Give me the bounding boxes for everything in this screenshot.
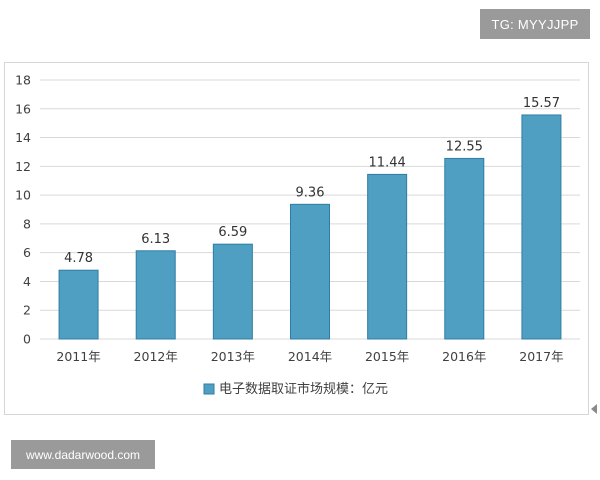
y-tick-label: 8 <box>23 216 31 231</box>
data-label: 15.57 <box>523 96 560 111</box>
bar <box>135 250 176 340</box>
bar <box>212 243 253 340</box>
chart-frame: 0 2 4 6 8 10 12 14 16 18 4.78 2011年 6.13 2012年 6.59 201… <box>4 62 589 415</box>
x-tick-label: 2014年 <box>288 349 332 364</box>
watermark-top-text: TG: MYYJJPP <box>491 16 579 32</box>
watermark-bottom-badge: www.dadarwood.com <box>11 440 155 469</box>
watermark-top-badge: TG: MYYJJPP <box>480 9 590 39</box>
x-tick-label: 2012年 <box>134 349 178 364</box>
data-label: 6.13 <box>141 232 170 247</box>
bar <box>290 203 330 340</box>
x-tick-label: 2017年 <box>519 349 563 364</box>
y-tick-label: 10 <box>15 188 31 203</box>
y-tick-label: 2 <box>23 303 31 318</box>
y-tick-label: 12 <box>15 159 31 174</box>
y-tick-label: 0 <box>23 332 31 347</box>
y-tick-label: 18 <box>15 73 31 88</box>
bar <box>367 173 408 340</box>
x-tick-label: 2011年 <box>56 349 100 364</box>
data-label: 6.59 <box>218 225 247 240</box>
watermark-bottom-text: www.dadarwood.com <box>25 447 141 462</box>
y-tick-label: 14 <box>15 130 31 145</box>
legend-label: 电子数据取证市场规模：亿元 <box>219 381 388 397</box>
data-label: 11.44 <box>369 155 406 170</box>
legend-swatch <box>203 383 215 395</box>
x-tick-label: 2013年 <box>211 349 255 364</box>
x-tick-label: 2016年 <box>442 349 486 364</box>
data-label: 4.78 <box>64 251 93 266</box>
scroll-arrow-icon[interactable] <box>591 404 597 414</box>
y-tick-label: 6 <box>23 245 31 260</box>
bar <box>444 157 485 340</box>
bar-chart: 0 2 4 6 8 10 12 14 16 18 4.78 2011年 6.13 2012年 6.59 201… <box>15 73 580 397</box>
bar <box>58 269 99 340</box>
y-tick-label: 16 <box>15 101 31 116</box>
bar <box>521 114 562 340</box>
y-tick-label: 4 <box>23 274 31 289</box>
data-label: 9.36 <box>296 185 325 200</box>
x-tick-label: 2015年 <box>365 349 409 364</box>
data-label: 12.55 <box>446 139 483 154</box>
